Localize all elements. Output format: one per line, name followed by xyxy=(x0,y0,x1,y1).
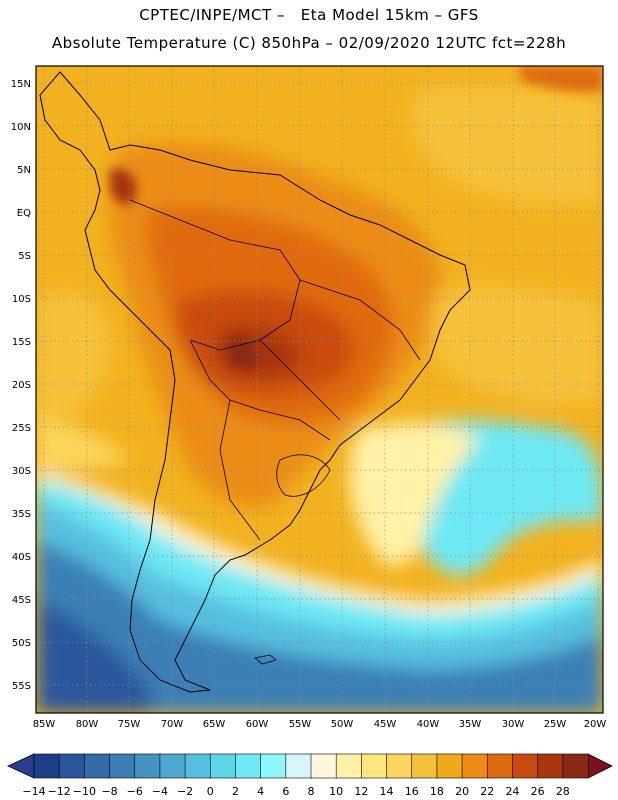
colorbar: −14 −12 −10 −8 −6 −4 −2 0 2 4 6 8 10 12 14 16 18 20 22 24 26… xyxy=(7,753,613,798)
colorbar-swatch xyxy=(134,753,161,779)
lon-label: 85W xyxy=(33,719,56,730)
colorbar-swatch xyxy=(411,753,438,779)
colorbar-label: 4 xyxy=(257,785,264,798)
lat-label: EQ xyxy=(17,208,31,219)
colorbar-swatch xyxy=(310,753,337,779)
colorbar-label: 14 xyxy=(380,785,394,798)
lat-label: 45S xyxy=(12,595,31,606)
colorbar-label: −10 xyxy=(73,785,96,798)
lon-label: 45W xyxy=(374,719,397,730)
colorbar-swatch xyxy=(461,753,489,779)
lon-label: 80W xyxy=(76,719,99,730)
colorbar-swatch xyxy=(512,753,539,779)
colorbar-label: 26 xyxy=(531,785,545,798)
colorbar-swatch xyxy=(562,753,589,779)
lat-label: 55S xyxy=(12,681,31,692)
map-subtitle: Absolute Temperature (C) 850hPa – 02/09/… xyxy=(51,34,567,52)
colorbar-label: −4 xyxy=(152,785,168,798)
colorbar-swatch xyxy=(386,753,413,779)
map-frame xyxy=(35,65,604,714)
colorbar-swatch xyxy=(58,753,86,779)
lat-label: 30S xyxy=(12,466,31,477)
colorbar-label: −6 xyxy=(127,785,143,798)
colorbar-swatch xyxy=(361,753,388,779)
lon-label: 55W xyxy=(289,719,312,730)
colorbar-label: 12 xyxy=(354,785,368,798)
colorbar-label: 10 xyxy=(329,785,343,798)
temperature-field xyxy=(36,66,603,713)
lon-label: 50W xyxy=(331,719,354,730)
colorbar-label: 20 xyxy=(455,785,469,798)
colorbar-label: 22 xyxy=(480,785,494,798)
colorbar-swatch xyxy=(335,753,363,779)
lon-label: 75W xyxy=(118,719,141,730)
lon-label: 30W xyxy=(502,719,525,730)
colorbar-label: 28 xyxy=(556,785,570,798)
lon-label: 65W xyxy=(203,719,226,730)
lon-label: 40W xyxy=(417,719,440,730)
lat-label: 40S xyxy=(12,552,31,563)
colorbar-label: 2 xyxy=(232,785,239,798)
colorbar-label: 6 xyxy=(282,785,289,798)
colorbar-swatch xyxy=(537,753,564,779)
lat-label: 50S xyxy=(12,638,31,649)
lon-label: 70W xyxy=(161,719,184,730)
colorbar-label: 0 xyxy=(207,785,214,798)
colorbar-label: 24 xyxy=(505,785,519,798)
lon-label: 20W xyxy=(584,719,607,730)
lat-label: 10S xyxy=(12,294,31,305)
lat-label: 5S xyxy=(18,251,31,262)
lat-label: 15S xyxy=(12,337,31,348)
colorbar-swatch xyxy=(159,753,186,779)
colorbar-label: −2 xyxy=(177,785,193,798)
map-title: CPTEC/INPE/MCT – Eta Model 15km – GFS xyxy=(139,6,479,24)
lon-label: 35W xyxy=(459,719,482,730)
colorbar-label: 8 xyxy=(308,785,315,798)
colorbar-swatch xyxy=(436,753,463,779)
colorbar-swatch xyxy=(260,753,287,779)
colorbar-swatch xyxy=(84,753,111,779)
colorbar-swatch xyxy=(285,753,312,779)
colorbar-label: 16 xyxy=(405,785,419,798)
colorbar-label: 18 xyxy=(430,785,444,798)
colorbar-under-arrow xyxy=(7,753,35,779)
colorbar-swatch xyxy=(209,753,237,779)
colorbar-label: −14 xyxy=(22,785,45,798)
colorbar-swatch xyxy=(109,753,136,779)
colorbar-label: −12 xyxy=(48,785,71,798)
colorbar-swatch xyxy=(486,753,514,779)
lon-label: 25W xyxy=(544,719,567,730)
lat-label: 15N xyxy=(11,79,31,90)
latitude-axis: 15N 10N 5N EQ 5S 10S 15S 20S 25S 30S 35S… xyxy=(11,79,31,692)
colorbar-swatch xyxy=(184,753,212,779)
country-borders xyxy=(129,199,421,541)
continent-outline xyxy=(39,71,471,693)
lat-label: 35S xyxy=(12,509,31,520)
colorbar-swatch xyxy=(33,753,60,779)
lat-label: 5N xyxy=(17,165,31,176)
colorbar-label: −8 xyxy=(101,785,117,798)
colorbar-swatch xyxy=(235,753,262,779)
lon-label: 60W xyxy=(246,719,269,730)
colorbar-over-arrow xyxy=(587,753,613,779)
lat-label: 20S xyxy=(12,380,31,391)
longitude-axis: 85W 80W 75W 70W 65W 60W 55W 50W 45W 40W … xyxy=(33,719,607,730)
lat-label: 25S xyxy=(12,423,31,434)
lat-label: 10N xyxy=(11,122,31,133)
